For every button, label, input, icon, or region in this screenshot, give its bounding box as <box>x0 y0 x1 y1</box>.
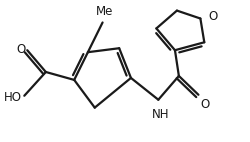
Text: NH: NH <box>152 108 169 121</box>
Text: O: O <box>208 10 218 23</box>
Text: Me: Me <box>96 5 113 17</box>
Text: HO: HO <box>4 91 22 104</box>
Text: O: O <box>16 43 25 56</box>
Text: O: O <box>200 98 210 111</box>
